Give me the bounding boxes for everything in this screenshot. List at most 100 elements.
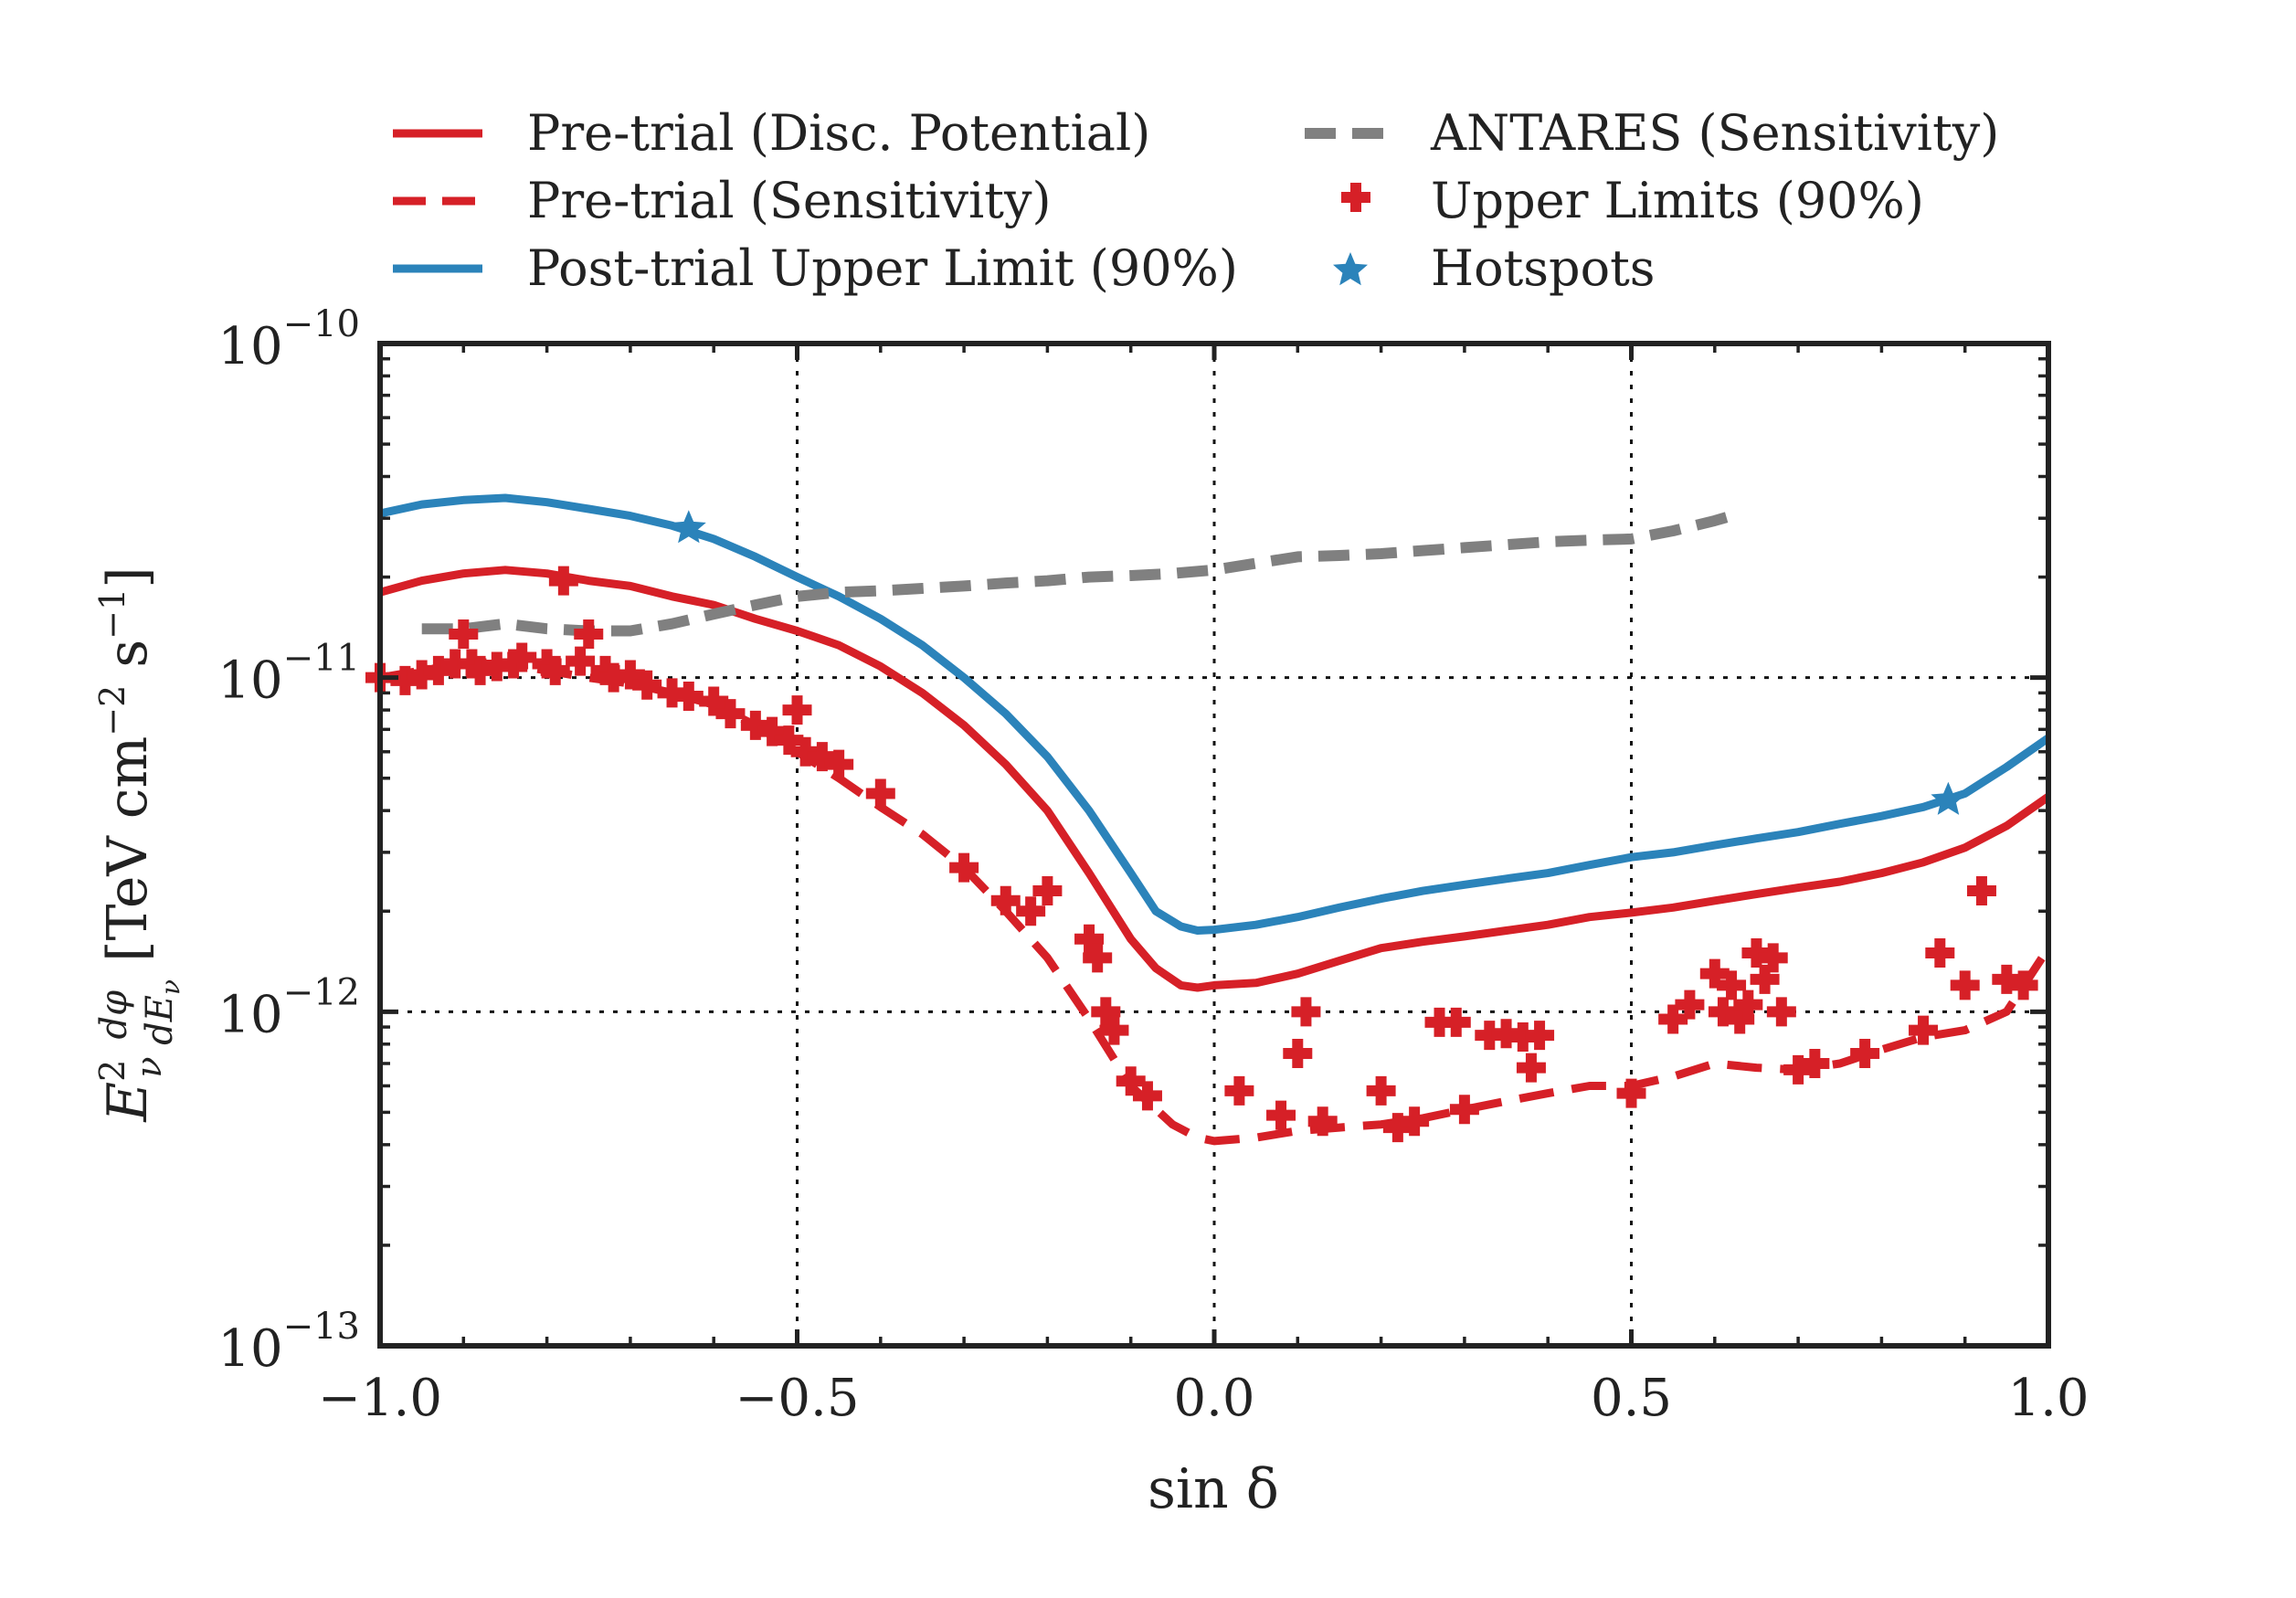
upper-limit-point (1441, 1007, 1471, 1037)
upper-limit-point (1099, 1015, 1129, 1045)
upper-limit-point (1449, 1095, 1479, 1125)
legend-entry-post-trial: Post-trial Upper Limit (90%) (393, 239, 1238, 297)
upper-limit-point (507, 642, 537, 672)
upper-limit-point (1424, 1007, 1455, 1037)
upper-limit-point (1091, 997, 1121, 1027)
legend-label-antares: ANTARES (Sensitivity) (1430, 104, 1999, 162)
upper-limit-point (566, 646, 596, 676)
upper-limit-point (1909, 1015, 1939, 1045)
upper-limit-point (540, 655, 570, 685)
legend-entry-hotspots: Hotspots (1333, 239, 1656, 297)
upper-limit-point (715, 699, 746, 729)
upper-limit-point (1992, 964, 2022, 994)
legend-entry-upper-limits: Upper Limits (90%) (1341, 172, 1924, 229)
legend-label-post-trial: Post-trial Upper Limit (90%) (527, 239, 1238, 297)
upper-limit-point (807, 742, 837, 772)
upper-limit-point (1475, 1021, 1505, 1051)
upper-limit-point (1516, 1053, 1546, 1083)
upper-limit-point (757, 716, 788, 746)
upper-limit-point (1750, 964, 1780, 994)
plot-markers (365, 510, 2038, 1143)
upper-limit-point (1699, 958, 1730, 989)
upper-limit-point (390, 665, 420, 695)
upper-limit-point (1266, 1100, 1296, 1130)
upper-limit-point (699, 686, 729, 716)
upper-limit-point (1132, 1081, 1162, 1111)
y-title-units-text: TeV cm (96, 736, 160, 941)
upper-limit-point (1366, 1075, 1396, 1106)
legend-label-sensitivity: Pre-trial (Sensitivity) (527, 172, 1052, 229)
upper-limit-point (1675, 989, 1705, 1020)
upper-limit-point (824, 749, 854, 779)
upper-limit-point (1616, 1078, 1646, 1108)
upper-limit-point (1016, 896, 1046, 926)
upper-limit-point (1725, 1004, 1755, 1034)
upper-limit-point (423, 655, 453, 685)
legend-entry-sensitivity: Pre-trial (Sensitivity) (393, 172, 1052, 229)
y-title-frac-num: dφ (93, 990, 135, 1040)
upper-limit-point (440, 649, 471, 679)
y-title-units-exp2: −1 (92, 588, 132, 640)
upper-limit-point (1741, 937, 1772, 968)
upper-limit-point (782, 695, 812, 725)
upper-limit-point (790, 736, 820, 767)
y-axis-title: E2ν dφ dEν [TeV cm−2 s−1] (92, 566, 185, 1122)
upper-limit-point (1966, 876, 1996, 906)
y-tick-label-3: 10−10 (217, 303, 360, 376)
upper-limit-point (990, 885, 1021, 915)
upper-limit-point (1283, 1039, 1313, 1069)
legend-plus-marker (1341, 183, 1370, 212)
upper-limit-point (1382, 1113, 1413, 1143)
upper-limit-point (2008, 970, 2038, 1000)
tick-labels: −1.0 −0.5 0.0 0.5 1.0 10−13 10−12 10−11 10−10 (217, 303, 2089, 1428)
legend-label-disc-potential: Pre-trial (Disc. Potential) (527, 104, 1150, 162)
legend-entry-antares: ANTARES (Sensitivity) (1305, 104, 1999, 162)
y-tick-label-2: 10−11 (217, 638, 360, 711)
legend-star-marker (1333, 252, 1368, 286)
upper-limit-point (1224, 1075, 1254, 1106)
grid-lines (380, 344, 2048, 1346)
upper-limit-point (532, 649, 562, 679)
upper-limit-point (407, 660, 437, 690)
series-line-antares-sensitivity (421, 510, 1733, 637)
upper-limit-point (1083, 943, 1113, 973)
x-tick-label-0: −1.0 (318, 1369, 442, 1428)
upper-limit-point (1733, 989, 1763, 1020)
upper-limit-point (1717, 970, 1747, 1000)
x-tick-label-2: 0.0 (1173, 1369, 1254, 1428)
upper-limit-point (865, 778, 895, 809)
upper-limit-point (949, 852, 979, 883)
upper-limit-point (615, 660, 645, 690)
upper-limit-point (1525, 1021, 1555, 1051)
hotspot-point (671, 510, 706, 544)
upper-limit-point (1291, 997, 1321, 1027)
y-title-units-open: [ (96, 940, 160, 961)
legend: Pre-trial (Disc. Potential) Pre-trial (S… (393, 104, 1999, 297)
y-title-flux: E (96, 1082, 160, 1123)
upper-limit-point (1508, 1022, 1538, 1053)
upper-limit-point (1850, 1039, 1880, 1069)
upper-limit-point (574, 619, 604, 650)
upper-limit-point (590, 655, 620, 685)
x-tick-label-3: 0.5 (1591, 1369, 1672, 1428)
upper-limit-point (740, 710, 770, 740)
y-title-units-close: ] (96, 566, 160, 587)
upper-limit-point (673, 681, 704, 711)
upper-limit-point (1783, 1054, 1814, 1085)
y-title-frac-den-sub: ν (155, 979, 185, 995)
x-tick-label-4: 1.0 (2007, 1369, 2089, 1428)
legend-label-hotspots: Hotspots (1431, 239, 1656, 297)
upper-limit-point (1925, 937, 1955, 968)
axis-ticks (377, 341, 2051, 1349)
upper-limit-point (1116, 1066, 1146, 1096)
x-axis-title: sin δ (1148, 1457, 1279, 1521)
upper-limit-point (1032, 876, 1063, 906)
upper-limit-point (449, 619, 479, 650)
series-line-post-trial-upper-limit-90 (380, 493, 2048, 935)
hotspot-point (1931, 781, 1966, 815)
upper-limit-point (548, 566, 578, 596)
upper-limit-point (1658, 1004, 1688, 1034)
upper-limit-point (1491, 1019, 1521, 1049)
